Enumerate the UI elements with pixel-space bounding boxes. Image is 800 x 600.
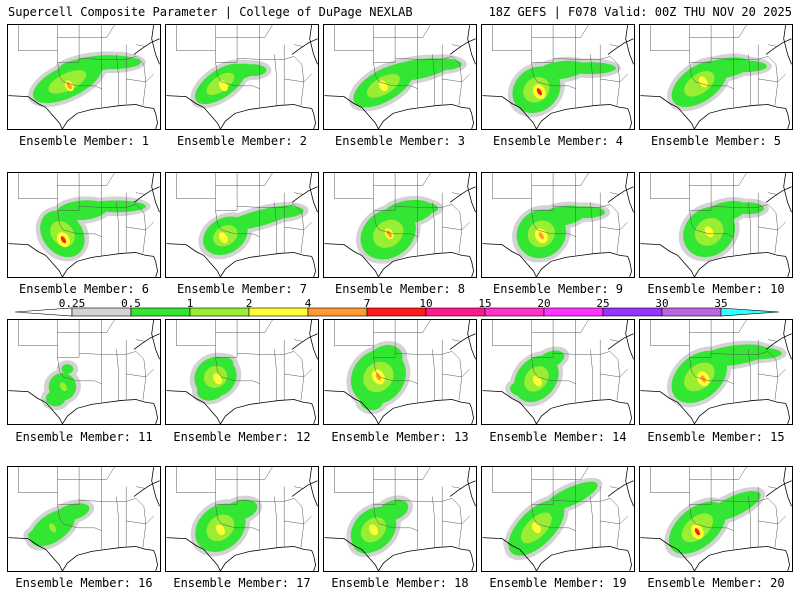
scp-map [482,320,634,424]
ensemble-map-panel [481,319,635,425]
colorbar-high-arrow [720,307,780,317]
ensemble-member-label: Ensemble Member: 11 [15,430,153,444]
colorbar-segment [189,307,250,317]
ensemble-member-label: Ensemble Member: 14 [489,430,627,444]
scp-map [482,25,634,129]
colorbar-segment [543,307,604,317]
scp-map [324,467,476,571]
colorbar [14,307,780,317]
colorbar-segment [602,307,663,317]
colorbar-tick-label: 4 [304,297,312,310]
ensemble-map-panel [639,172,793,278]
ensemble-map-panel [323,319,477,425]
scp-map [324,320,476,424]
scp-map [166,467,318,571]
colorbar-tick-label: 2 [245,297,253,310]
ensemble-map-panel [639,24,793,130]
ensemble-member-label: Ensemble Member: 20 [647,576,785,590]
scp-map [8,25,160,129]
ensemble-map-panel [7,172,161,278]
ensemble-map-panel [323,466,477,572]
ensemble-map-panel [323,172,477,278]
ensemble-map-panel [639,319,793,425]
colorbar-tick-label: 35 [714,297,728,310]
colorbar-tick-label: 10 [419,297,433,310]
ensemble-member-label: Ensemble Member: 9 [492,282,624,296]
colorbar-tick-label: 30 [655,297,669,310]
colorbar-segment [248,307,309,317]
ensemble-map-panel [165,24,319,130]
colorbar-segment [307,307,368,317]
ensemble-map-panel [481,24,635,130]
ensemble-member-label: Ensemble Member: 5 [650,134,782,148]
ensemble-map-panel [165,172,319,278]
ensemble-map-panel [639,466,793,572]
ensemble-map-panel [481,172,635,278]
ensemble-member-label: Ensemble Member: 17 [173,576,311,590]
ensemble-map-panel [323,24,477,130]
ensemble-map-panel [7,466,161,572]
scp-map [8,173,160,277]
scp-map [166,320,318,424]
colorbar-tick-label: 25 [596,297,610,310]
scp-map [166,173,318,277]
ensemble-member-label: Ensemble Member: 13 [331,430,469,444]
colorbar-segment [425,307,486,317]
colorbar-tick-label: 0.25 [58,297,86,310]
ensemble-map-panel [481,466,635,572]
scp-map [8,467,160,571]
ensemble-member-label: Ensemble Member: 6 [18,282,150,296]
ensemble-member-label: Ensemble Member: 3 [334,134,466,148]
ensemble-member-label: Ensemble Member: 12 [173,430,311,444]
scp-map [482,173,634,277]
ensemble-member-label: Ensemble Member: 16 [15,576,153,590]
ensemble-map-panel [7,319,161,425]
colorbar-segment [661,307,722,317]
scp-map [324,173,476,277]
run-valid-time: 18Z GEFS | F078 Valid: 00Z THU NOV 20 20… [488,5,792,19]
ensemble-member-label: Ensemble Member: 15 [647,430,785,444]
scp-map [640,173,792,277]
scp-map [324,25,476,129]
colorbar-segment [366,307,427,317]
scp-map [8,320,160,424]
ensemble-member-label: Ensemble Member: 4 [492,134,624,148]
ensemble-member-label: Ensemble Member: 18 [331,576,469,590]
scp-map [482,467,634,571]
page-title: Supercell Composite Parameter | College … [8,5,413,19]
ensemble-map-panel [165,466,319,572]
ensemble-member-label: Ensemble Member: 19 [489,576,627,590]
scp-map [166,25,318,129]
colorbar-tick-label: 7 [363,297,371,310]
scp-map [640,320,792,424]
ensemble-map-panel [7,24,161,130]
colorbar-tick-label: 1 [186,297,194,310]
scp-map [640,25,792,129]
ensemble-member-label: Ensemble Member: 8 [334,282,466,296]
ensemble-member-label: Ensemble Member: 1 [18,134,150,148]
ensemble-member-label: Ensemble Member: 2 [176,134,308,148]
colorbar-tick-label: 0.5 [121,297,141,310]
scp-map [640,467,792,571]
colorbar-tick-label: 15 [478,297,492,310]
colorbar-segment [484,307,545,317]
colorbar-tick-label: 20 [537,297,551,310]
ensemble-member-label: Ensemble Member: 7 [176,282,308,296]
ensemble-member-label: Ensemble Member: 10 [647,282,785,296]
ensemble-map-panel [165,319,319,425]
